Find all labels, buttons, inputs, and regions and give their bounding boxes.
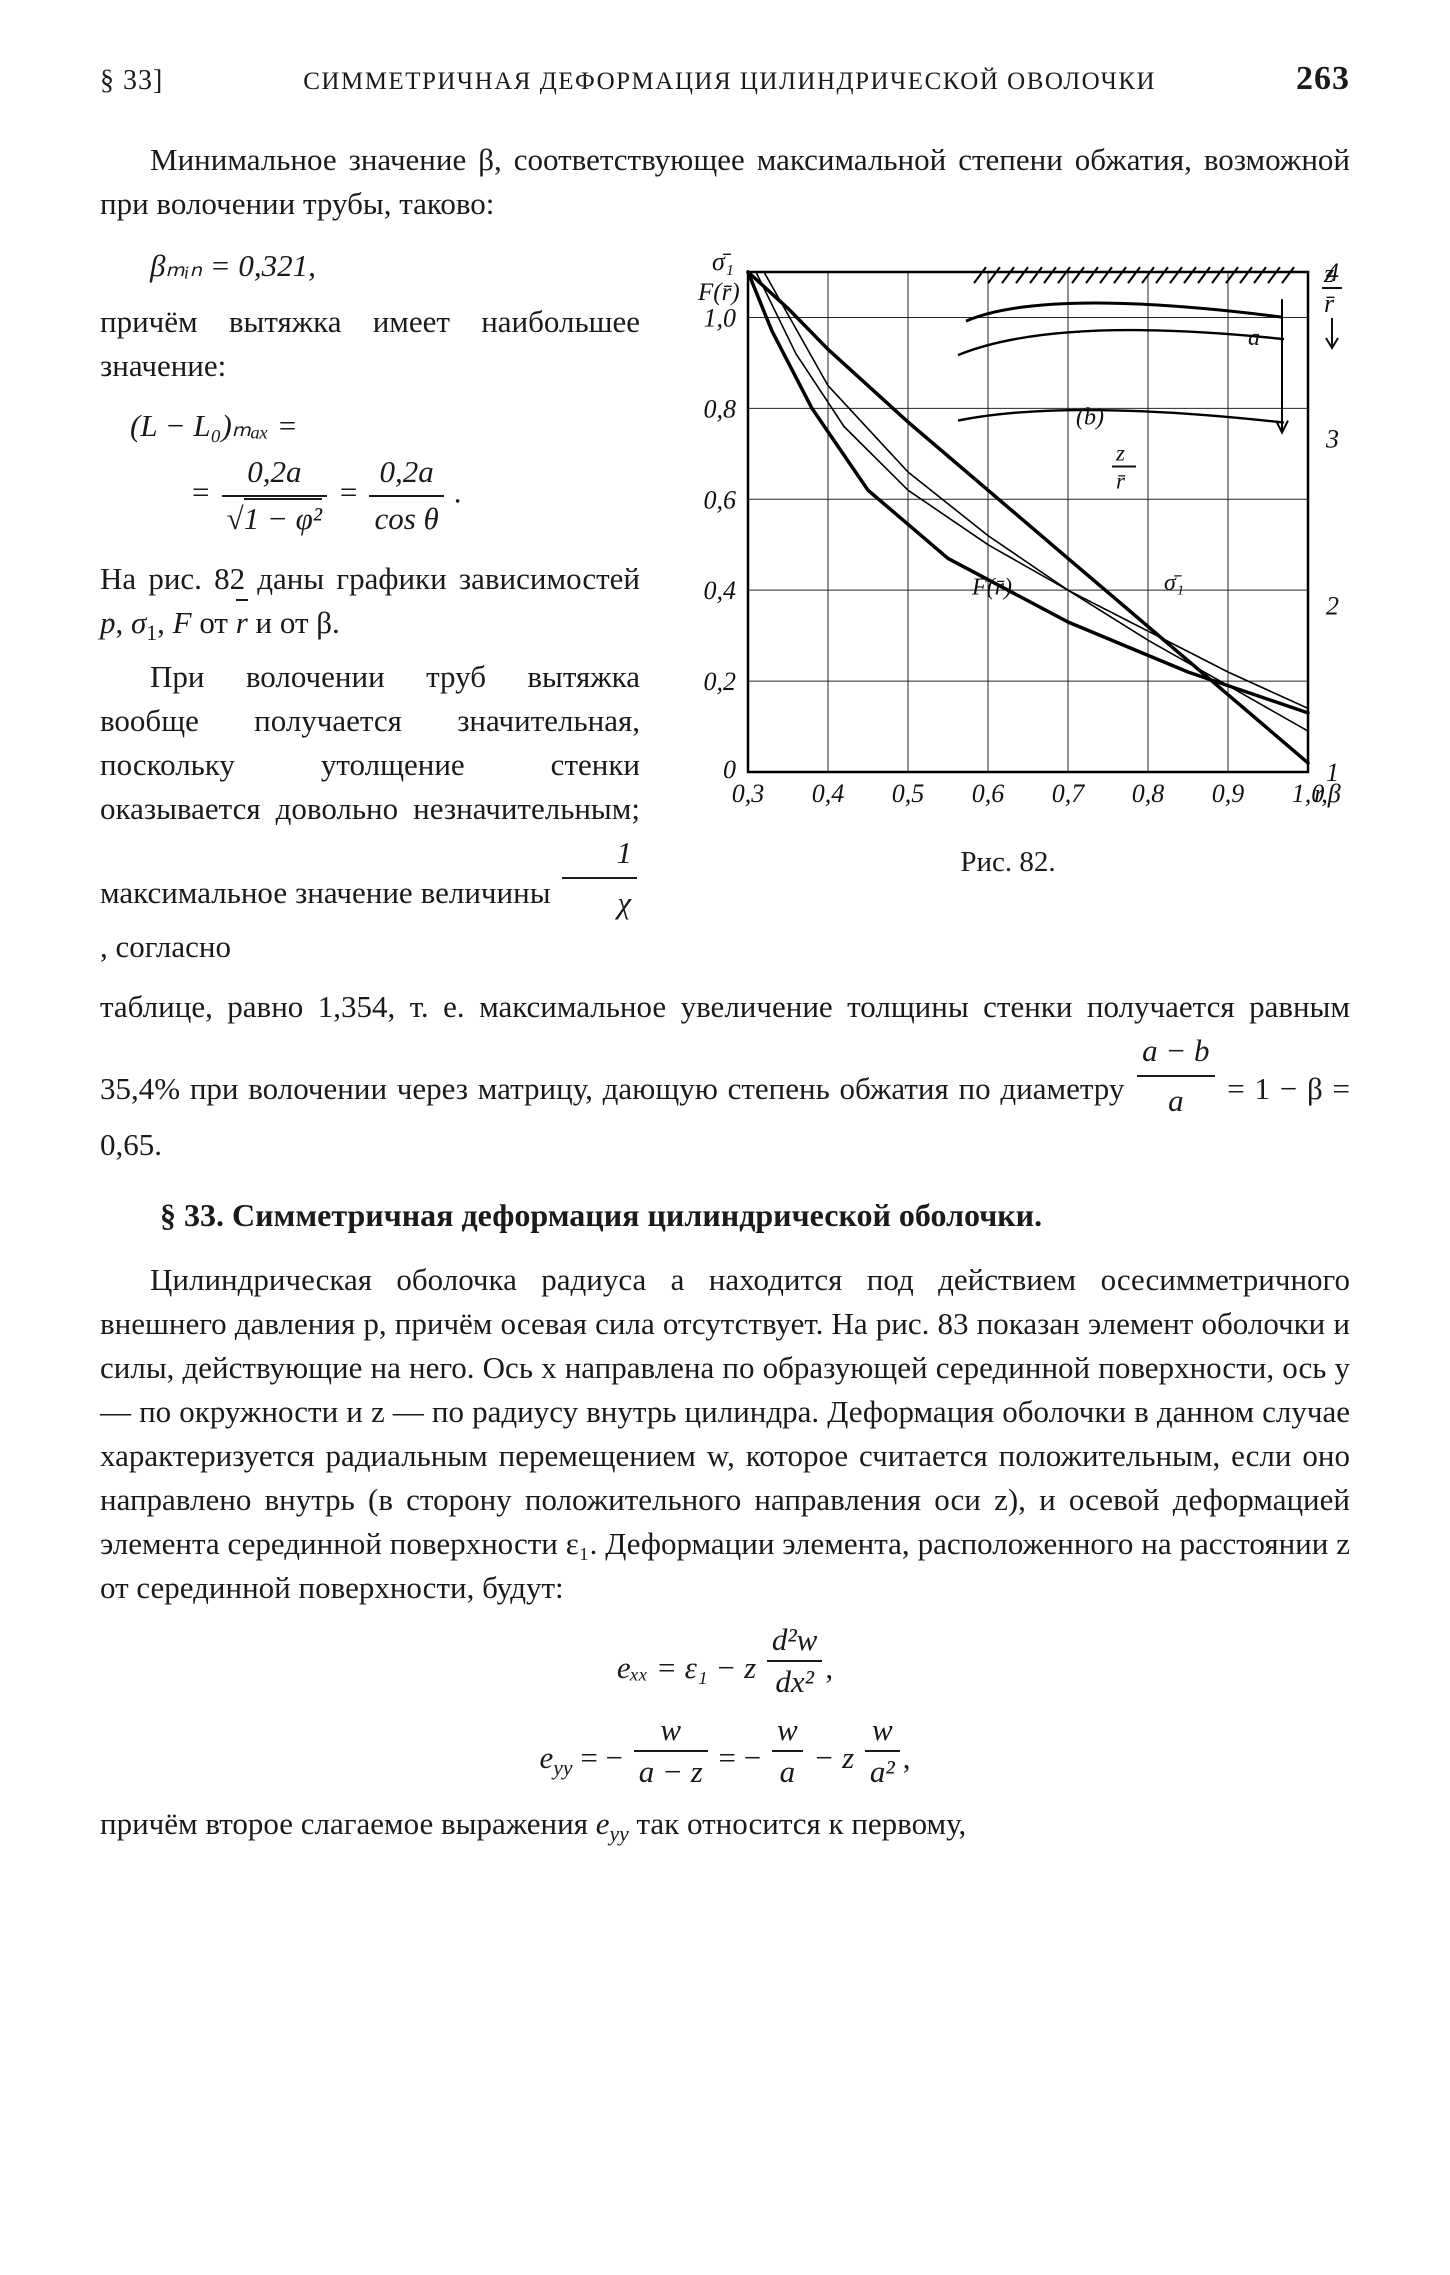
svg-text:0,6: 0,6 [972,779,1005,808]
svg-text:(b): (b) [1076,405,1104,431]
running-head: § 33] СИММЕТРИЧНАЯ ДЕФОРМАЦИЯ ЦИЛИНДРИЧЕ… [100,60,1350,98]
running-title: СИММЕТРИЧНАЯ ДЕФОРМАЦИЯ ЦИЛИНДРИЧЕСКОЙ О… [163,68,1296,96]
frac-1-num: 0,2a [222,452,327,496]
svg-text:z: z [1323,259,1334,288]
svg-text:F(r̄): F(r̄) [971,575,1012,601]
svg-text:F(r̄): F(r̄) [697,279,740,306]
equation-beta-min: βₘᵢₙ = 0,321, [150,248,640,284]
svg-text:0,8: 0,8 [1132,779,1165,808]
paragraph-4: При волочении труб вытяжка вообще получа… [100,655,640,969]
frac-d2w: d²w dx² [767,1622,822,1700]
svg-text:1: 1 [1326,758,1339,787]
svg-text:σ̄₁: σ̄₁ [712,247,734,276]
svg-text:z: z [1115,441,1125,466]
figure-caption: Рис. 82. [668,846,1348,879]
svg-text:2: 2 [1326,591,1339,620]
svg-text:0,6: 0,6 [704,485,737,514]
frac-2: 0,2a cos θ [369,452,443,539]
left-column: βₘᵢₙ = 0,321, причём вытяжка имеет наибо… [100,232,640,975]
svg-text:0: 0 [723,755,736,784]
page: § 33] СИММЕТРИЧНАЯ ДЕФОРМАЦИЯ ЦИЛИНДРИЧЕ… [0,0,1450,2275]
equation-exx: eₓₓ = ε₁ − z d²w dx² , [100,1622,1350,1700]
frac-eyy-3: w a² [865,1712,900,1790]
frac-2-num: 0,2a [369,452,443,496]
frac-eyy-2: w a [772,1712,803,1790]
equation-eyy: eyy = − w a − z = − w a − z w a² , [100,1712,1350,1790]
paragraph-3: На рис. 82 даны графики зависимостей p, … [100,557,640,649]
svg-text:0,9: 0,9 [1212,779,1245,808]
frac-1-den: √1 − φ² [222,497,327,539]
equation-L: (L − L₀)ₘₐₓ = = 0,2a √1 − φ² = 0,2a cos … [130,406,640,539]
frac-eyy-1: w a − z [634,1712,708,1790]
svg-text:0,3: 0,3 [732,779,765,808]
frac-1: 0,2a √1 − φ² [222,452,327,539]
frac-ab: a − b a [1137,1029,1214,1123]
paragraph-6: Цилиндрическая оболочка радиуса a находи… [100,1258,1350,1610]
paragraph-2: причём вытяжка имеет наибольшее значение… [100,300,640,388]
eq-beta-min-text: βₘᵢₙ = 0,321, [150,248,316,283]
page-number: 263 [1296,60,1350,98]
chart-82: 0,30,40,50,60,70,80,91,000,20,40,60,81,0… [668,232,1348,879]
frac-1-over-chi: 1χ [562,831,638,925]
svg-text:0,8: 0,8 [704,394,737,423]
two-column-region: βₘᵢₙ = 0,321, причём вытяжка имеет наибо… [100,232,1350,975]
svg-text:0,5: 0,5 [892,779,925,808]
svg-text:0,4: 0,4 [704,576,737,605]
svg-text:1,0: 1,0 [704,303,737,332]
svg-text:σ̄₁: σ̄₁ [1164,570,1184,596]
chart-svg: 0,30,40,50,60,70,80,91,000,20,40,60,81,0… [668,232,1348,832]
eq-L-lhs: (L − L₀)ₘₐₓ = [130,406,640,446]
paragraph-intro: Минимальное значение β, соответствующее … [100,138,1350,226]
svg-text:3: 3 [1325,425,1339,454]
svg-text:0,7: 0,7 [1052,779,1086,808]
eq-L-tail: . [455,475,463,510]
figure-82: 0,30,40,50,60,70,80,91,000,20,40,60,81,0… [668,232,1350,975]
svg-text:0,2: 0,2 [704,667,737,696]
svg-text:r̄: r̄ [1116,469,1126,494]
frac-2-den: cos θ [369,497,443,539]
paragraph-5: таблице, равно 1,354, т. е. максимальное… [100,985,1350,1167]
paragraph-7: причём второе слагаемое выражения eyy та… [100,1802,1350,1850]
svg-text:a: a [1248,325,1260,351]
section-ref: § 33] [100,65,163,97]
svg-text:r̄: r̄ [1324,289,1335,318]
section-33-title: § 33. Симметричная деформация цилиндриче… [160,1197,1350,1234]
svg-text:0,4: 0,4 [812,779,845,808]
